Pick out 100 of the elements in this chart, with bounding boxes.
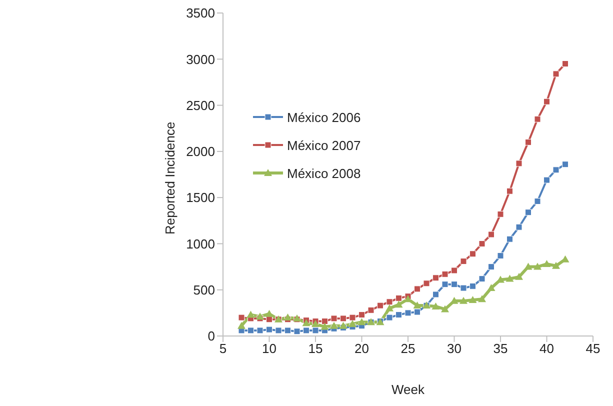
x-tick-label: 15 bbox=[308, 341, 323, 356]
point bbox=[339, 322, 348, 329]
point bbox=[552, 166, 560, 174]
point bbox=[524, 262, 532, 270]
point bbox=[515, 272, 523, 280]
point bbox=[414, 286, 420, 292]
point bbox=[497, 252, 504, 259]
point bbox=[414, 308, 420, 316]
point bbox=[413, 302, 422, 309]
y-tick-label: 500 bbox=[193, 282, 215, 298]
point bbox=[386, 304, 394, 312]
x-tick-label: 35 bbox=[493, 341, 508, 356]
point bbox=[496, 276, 504, 283]
point bbox=[516, 160, 522, 167]
point bbox=[497, 210, 504, 218]
point bbox=[487, 284, 496, 292]
point bbox=[404, 295, 412, 302]
point bbox=[534, 116, 541, 122]
point bbox=[238, 322, 246, 329]
point bbox=[294, 328, 300, 335]
point bbox=[284, 314, 292, 321]
point bbox=[451, 281, 458, 288]
point bbox=[330, 322, 338, 329]
point bbox=[506, 236, 513, 242]
point bbox=[404, 310, 412, 316]
y-tick-label: 3000 bbox=[186, 52, 215, 67]
x-tick-label: 10 bbox=[262, 341, 276, 356]
point bbox=[265, 310, 274, 317]
point bbox=[248, 327, 254, 334]
point bbox=[349, 314, 356, 321]
legend-label: México 2008 bbox=[287, 166, 361, 180]
point bbox=[432, 274, 439, 282]
point bbox=[312, 320, 320, 328]
point bbox=[552, 70, 560, 78]
point bbox=[256, 312, 264, 320]
point bbox=[544, 176, 550, 184]
point bbox=[432, 291, 439, 298]
point bbox=[552, 262, 560, 269]
y-tick-label: 2500 bbox=[186, 98, 215, 113]
point bbox=[562, 161, 568, 168]
point bbox=[275, 327, 282, 334]
point bbox=[377, 302, 384, 309]
point bbox=[470, 250, 476, 258]
x-tick-label: 20 bbox=[354, 341, 369, 356]
point bbox=[312, 327, 319, 334]
point bbox=[320, 322, 329, 330]
point bbox=[368, 306, 374, 314]
legend-label: México 2006 bbox=[287, 110, 361, 124]
point bbox=[488, 264, 494, 270]
point bbox=[450, 296, 458, 304]
point bbox=[478, 240, 486, 247]
point bbox=[322, 318, 328, 324]
point bbox=[246, 310, 255, 318]
y-axis-title: Reported Incidence bbox=[162, 122, 178, 234]
y-tick-label: 1500 bbox=[186, 190, 215, 206]
x-tick-label: 45 bbox=[586, 341, 600, 356]
point bbox=[396, 294, 402, 302]
x-tick-label: 5 bbox=[219, 341, 227, 356]
point bbox=[542, 260, 551, 268]
point bbox=[442, 270, 448, 278]
point bbox=[266, 326, 272, 333]
legend-label: México 2007 bbox=[287, 138, 361, 152]
point bbox=[302, 319, 310, 326]
point bbox=[451, 267, 458, 274]
point bbox=[256, 327, 264, 334]
x-axis-title: Week bbox=[392, 382, 425, 397]
point bbox=[460, 258, 467, 264]
y-tick-label: 1000 bbox=[186, 236, 215, 252]
point bbox=[506, 274, 514, 282]
point bbox=[386, 298, 393, 306]
point bbox=[442, 281, 448, 288]
point bbox=[562, 60, 568, 68]
x-tick-label: 25 bbox=[400, 341, 416, 356]
y-tick-label: 3500 bbox=[186, 6, 215, 21]
point bbox=[441, 305, 449, 312]
point bbox=[358, 312, 365, 318]
point bbox=[386, 314, 393, 321]
point bbox=[423, 280, 430, 287]
point bbox=[460, 296, 468, 304]
point bbox=[330, 315, 338, 322]
point bbox=[544, 98, 550, 105]
point bbox=[358, 318, 366, 326]
point bbox=[394, 300, 403, 308]
point bbox=[470, 282, 476, 290]
point bbox=[432, 302, 440, 310]
y-tick-label: 0 bbox=[208, 328, 215, 344]
point bbox=[303, 327, 310, 334]
point bbox=[506, 188, 513, 194]
point bbox=[478, 295, 486, 302]
point bbox=[460, 284, 467, 292]
point bbox=[238, 314, 245, 321]
point bbox=[340, 315, 346, 322]
point bbox=[534, 262, 542, 270]
point bbox=[525, 209, 532, 216]
y-tick-label: 2000 bbox=[186, 144, 215, 160]
point bbox=[525, 138, 532, 146]
point bbox=[468, 296, 477, 304]
point bbox=[284, 327, 291, 334]
x-tick-label: 40 bbox=[540, 341, 554, 356]
point bbox=[348, 320, 356, 328]
